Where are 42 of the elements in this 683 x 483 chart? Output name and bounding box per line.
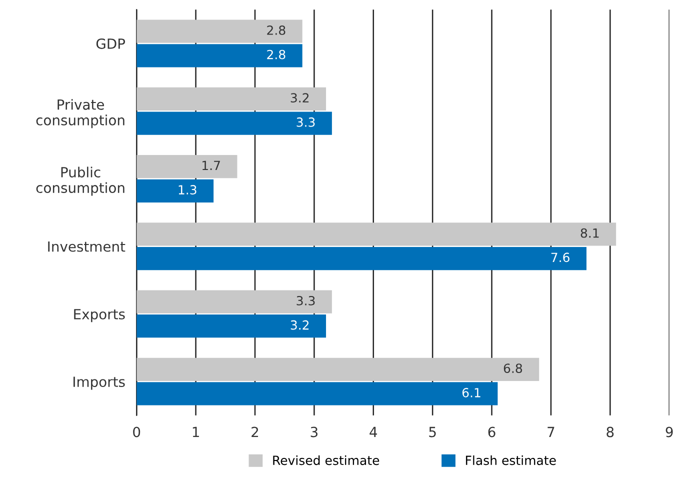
data-label: 1.7 (202, 160, 220, 170)
data-label: 8.1 (580, 228, 599, 238)
x-tick-label: 0 (133, 426, 140, 438)
bar (136, 87, 326, 110)
data-label: 3.2 (290, 320, 309, 330)
bar (136, 44, 302, 68)
x-tick-label: 6 (488, 426, 496, 438)
data-label: 3.3 (296, 296, 315, 306)
y-tick-label: GDP (96, 38, 126, 49)
y-tick-label: Public consumption (36, 166, 124, 196)
x-tick-label: 7 (548, 426, 554, 438)
x-tick-label: 8 (606, 426, 614, 438)
x-tick-label: 5 (429, 426, 436, 438)
legend-label: Revised estimate (273, 455, 380, 466)
data-label: 7.6 (551, 252, 570, 262)
bar (136, 314, 326, 338)
x-tick-label: 9 (666, 426, 673, 438)
x-tick-label: 4 (370, 426, 378, 438)
y-tick-label: Investment (48, 241, 126, 252)
bar (136, 290, 332, 314)
x-tick-label: 3 (310, 426, 318, 438)
data-label: 3.3 (296, 117, 315, 127)
bar (136, 112, 332, 135)
bar (136, 222, 616, 246)
data-label: 6.8 (504, 364, 522, 374)
legend-label: Flash estimate (466, 455, 556, 466)
y-tick-label: Private consumption (36, 99, 124, 128)
data-label: 6.1 (462, 388, 480, 398)
data-label: 1.3 (178, 185, 196, 195)
x-tick-label: 2 (252, 426, 258, 438)
bar (136, 358, 540, 381)
y-tick-label: Imports (74, 376, 125, 390)
bar (136, 154, 238, 178)
data-label: 2.8 (267, 50, 286, 60)
x-tick-label: 1 (192, 426, 199, 438)
bar (136, 179, 214, 202)
bar (136, 246, 586, 270)
bar (136, 20, 302, 43)
data-label: 3.2 (290, 93, 309, 103)
y-tick-label: Exports (74, 309, 125, 322)
bar (136, 382, 498, 406)
data-label: 2.8 (267, 25, 286, 35)
